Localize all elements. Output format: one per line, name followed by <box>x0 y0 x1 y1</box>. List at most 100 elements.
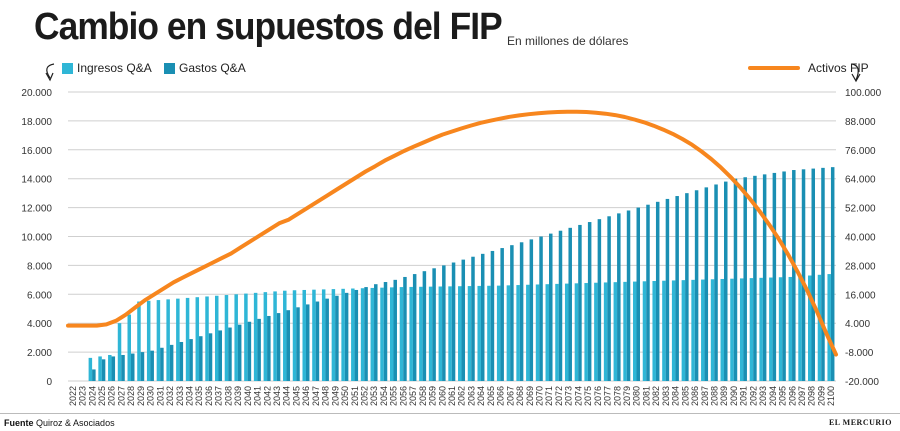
x-axis-tick-label: 2041 <box>253 386 263 406</box>
x-axis-tick-label: 2053 <box>369 386 379 406</box>
source-note: Fuente Quiroz & Asociados <box>4 418 115 428</box>
bar-ingresos <box>564 283 569 381</box>
bar-ingresos <box>195 297 200 381</box>
x-axis-tick-label: 2091 <box>739 386 749 406</box>
bar-ingresos <box>477 285 481 381</box>
bar-ingresos <box>438 286 443 381</box>
bar-ingresos <box>516 285 520 381</box>
bar-gastos <box>830 167 835 381</box>
x-axis-tick-label: 2087 <box>700 386 710 406</box>
bar-gastos <box>714 184 718 381</box>
bar-ingresos <box>545 284 550 381</box>
bar-gastos <box>403 276 407 381</box>
left-axis-tick-label: 8.000 <box>27 261 52 272</box>
x-axis-tick-label: 2088 <box>709 386 719 406</box>
legend-gastos-label: Gastos Q&A <box>179 61 246 75</box>
x-axis-tick-label: 2060 <box>437 386 447 406</box>
bar-gastos <box>189 339 193 381</box>
bar-gastos <box>539 236 543 381</box>
x-axis-tick-label: 2064 <box>476 386 486 406</box>
bar-gastos <box>247 321 252 381</box>
left-axis-tick-label: 12.000 <box>21 204 52 215</box>
right-axis-arrowhead <box>851 73 861 83</box>
bar-gastos <box>704 187 709 381</box>
bar-ingresos <box>409 286 413 381</box>
x-axis-tick-label: 2031 <box>155 386 165 406</box>
bar-gastos <box>305 304 310 381</box>
bar-ingresos <box>642 281 647 381</box>
left-axis-tick-label: 10.000 <box>21 233 52 244</box>
x-axis-tick-label: 2026 <box>107 386 117 406</box>
x-axis-tick-label: 2061 <box>447 386 457 406</box>
bar-ingresos <box>458 286 462 381</box>
bar-gastos <box>607 216 611 381</box>
x-axis-tick-label: 2082 <box>651 386 661 406</box>
bar-ingresos <box>808 275 812 381</box>
brand-logo-text: EL MERCURIO <box>828 418 892 427</box>
x-axis-tick-label: 2036 <box>204 386 214 406</box>
bar-gastos <box>383 282 388 381</box>
bar-gastos <box>111 356 116 381</box>
bar-gastos <box>140 352 145 381</box>
bar-ingresos <box>331 289 336 381</box>
bar-gastos <box>130 353 135 381</box>
x-axis-tick-label: 2081 <box>641 386 651 406</box>
bar-gastos <box>461 259 466 381</box>
bar-gastos <box>150 350 154 381</box>
bar-ingresos <box>244 293 248 381</box>
bar-ingresos <box>273 291 277 381</box>
bar-gastos <box>578 224 582 381</box>
x-axis-tick-label: 2034 <box>185 386 195 406</box>
right-axis-tick-label: 52.000 <box>845 204 876 215</box>
bar-ingresos <box>341 288 345 381</box>
legend-ingresos: Ingresos Q&A <box>62 61 152 75</box>
bar-gastos <box>344 292 349 381</box>
bar-ingresos <box>467 286 472 381</box>
bar-ingresos <box>788 276 793 381</box>
x-axis-tick-label: 2032 <box>165 386 175 406</box>
x-axis-tick-label: 2025 <box>97 386 107 406</box>
bar-ingresos <box>283 290 287 381</box>
x-axis-tick-label: 2099 <box>816 386 826 406</box>
bar-ingresos <box>156 300 161 381</box>
bar-gastos <box>364 287 368 381</box>
legend-ingresos-swatch <box>62 62 73 74</box>
bar-ingresos <box>389 287 394 381</box>
x-axis-tick-label: 2071 <box>544 386 554 406</box>
left-axis-tick-label: 2.000 <box>27 348 52 359</box>
x-axis-tick-label: 2059 <box>428 386 438 406</box>
x-axis-tick-label: 2044 <box>282 386 292 406</box>
x-axis-tick-label: 2050 <box>340 386 350 406</box>
bar-ingresos <box>292 290 297 381</box>
bar-ingresos <box>749 278 754 381</box>
legend-ingresos-label: Ingresos Q&A <box>77 61 152 75</box>
bar-ingresos <box>176 298 180 381</box>
bar-ingresos <box>730 278 734 381</box>
right-axis-tick-label: 28.000 <box>845 261 876 272</box>
x-axis-tick-label: 2078 <box>612 386 622 406</box>
bar-gastos <box>286 310 291 381</box>
bar-gastos <box>782 171 786 381</box>
bar-gastos <box>597 219 602 381</box>
x-axis-tick-label: 2024 <box>87 386 97 406</box>
bar-ingresos <box>584 283 588 381</box>
x-axis-tick-label: 2100 <box>826 386 836 406</box>
bar-ingresos <box>137 301 141 381</box>
bar-ingresos <box>769 277 773 381</box>
x-axis-tick-label: 2098 <box>807 386 817 406</box>
bar-ingresos <box>574 283 579 381</box>
bar-ingresos <box>399 287 404 381</box>
bar-gastos <box>199 336 203 381</box>
bar-gastos <box>792 170 796 381</box>
bar-ingresos <box>205 296 209 381</box>
bar-ingresos <box>710 279 715 381</box>
left-axis-tick-label: 6.000 <box>27 290 52 301</box>
x-axis-tick-label: 2042 <box>262 386 272 406</box>
right-axis-tick-label: 76.000 <box>845 146 876 157</box>
x-axis-tick-label: 2037 <box>214 386 224 406</box>
bar-gastos <box>208 333 213 381</box>
x-axis-tick-label: 2086 <box>690 386 700 406</box>
footer-rule <box>0 413 900 414</box>
bar-ingresos <box>662 280 666 381</box>
bar-ingresos <box>817 274 822 381</box>
